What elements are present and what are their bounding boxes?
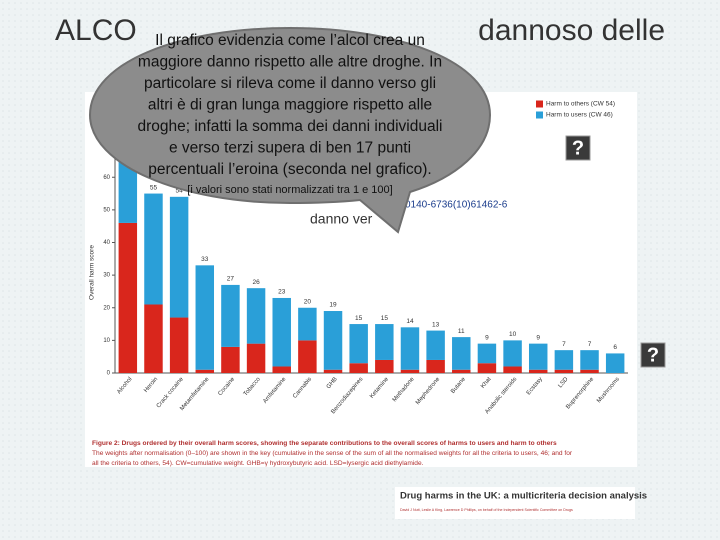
callout-line: Il grafico evidenzia come l’alcol crea u…	[155, 32, 425, 49]
total-label: 15	[355, 315, 363, 322]
bar-segment	[169, 317, 189, 373]
bar-segment	[400, 369, 420, 373]
legend-swatch	[536, 111, 543, 119]
bar-segment	[375, 359, 394, 373]
y-tick-label: 20	[103, 305, 110, 311]
bar-segment	[503, 366, 522, 373]
bar-segment	[298, 307, 317, 341]
help-icon-glyph[interactable]: ?	[572, 137, 584, 159]
callout-note: [i valori sono stati normalizzati tra 1 …	[187, 184, 392, 196]
total-label: 14	[406, 318, 414, 325]
callout-line: maggiore danno rispetto alle altre drogh…	[138, 54, 442, 71]
paper-authors: David J Nutt, Leslie A King, Lawrence D …	[400, 508, 573, 512]
total-label: 26	[252, 279, 260, 286]
total-label: 23	[278, 289, 286, 296]
doi: )S0140-6736(10)61462-6	[395, 200, 508, 211]
total-label: 13	[432, 321, 440, 328]
callout-line: droghe; infatti la somma dei danni indiv…	[137, 118, 442, 135]
total-label: 33	[201, 256, 209, 263]
bar-segment	[246, 343, 266, 373]
total-label: 9	[485, 334, 489, 341]
bar-segment	[195, 369, 215, 373]
bar-segment	[452, 369, 471, 373]
total-label: 7	[562, 341, 566, 348]
paper-title: Drug harms in the UK: a multicriteria de…	[400, 491, 647, 502]
callout-bubble	[88, 26, 492, 234]
y-tick-label: 40	[103, 240, 110, 246]
bar-segment	[298, 340, 317, 373]
total-label: 10	[509, 331, 517, 338]
bar-segment	[554, 350, 574, 370]
callout-line: percentuali l’eroina (seconda nel grafic…	[148, 161, 431, 178]
caption-line: The weights after normalisation (0–100) …	[92, 450, 573, 457]
bar-segment	[477, 343, 497, 364]
bar-segment	[144, 193, 163, 305]
callout-line: altri è di gran lunga maggiore rispetto …	[148, 97, 432, 114]
bar-segment	[221, 346, 240, 373]
bar-segment	[426, 359, 445, 373]
y-tick-label: 30	[103, 273, 110, 279]
bar-segment	[323, 369, 343, 373]
total-label: 7	[588, 341, 592, 348]
bar-segment	[246, 288, 266, 344]
hidden-text: danno ver	[310, 211, 373, 227]
slide-title: ALCO	[55, 14, 137, 47]
total-label: 54	[176, 188, 184, 195]
bar-segment	[452, 337, 471, 370]
total-label: 6	[613, 344, 617, 351]
total-label: 55	[150, 184, 158, 191]
total-label: 11	[458, 328, 465, 335]
bar-segment	[605, 353, 625, 373]
total-label: 27	[227, 276, 235, 283]
legend-label: Harm to users (CW 46)	[546, 112, 613, 119]
legend-swatch	[536, 100, 543, 108]
bar-segment	[144, 304, 163, 373]
bar-segment	[169, 196, 189, 318]
total-label: 15	[381, 315, 389, 322]
bar-segment	[195, 265, 215, 370]
legend-label: Harm to others (CW 54)	[546, 101, 615, 108]
caption-line: all the criteria to others, 54). CW=cumu…	[92, 460, 424, 467]
bar-segment	[528, 343, 548, 370]
bar-segment	[323, 311, 343, 370]
y-tick-label: 50	[103, 207, 110, 213]
bar-segment	[503, 340, 522, 367]
bar-segment	[375, 324, 394, 360]
help-icon[interactable]	[640, 342, 666, 368]
bar-segment	[349, 363, 368, 373]
total-label: 9	[536, 334, 540, 341]
y-tick-label: 60	[103, 175, 110, 181]
bar-segment	[400, 327, 420, 370]
bar-segment	[426, 330, 445, 360]
bar-segment	[528, 369, 548, 373]
bar-segment	[221, 284, 240, 347]
bar-segment	[272, 366, 291, 373]
bar-segment	[580, 369, 599, 373]
y-tick-label: 0	[107, 371, 111, 377]
help-icon-glyph[interactable]: ?	[647, 344, 659, 366]
paper-box	[395, 487, 635, 519]
bar-segment	[554, 369, 574, 373]
y-axis-label: Overall harm score	[89, 245, 96, 300]
total-label: 19	[329, 302, 337, 309]
bar-segment	[580, 350, 599, 370]
bar-segment	[272, 297, 291, 367]
y-tick-label: 10	[103, 338, 110, 344]
callout: Il grafico evidenzia come l’alcol crea u…	[137, 32, 442, 178]
bar-segment	[477, 363, 497, 373]
help-icon[interactable]	[565, 135, 591, 161]
callout-line: e verso terzi supera di ben 17 punti	[169, 140, 411, 157]
slide-title: dannoso delle	[478, 14, 665, 47]
callout-line: particolare si rileva come il danno vers…	[144, 75, 436, 92]
caption-line: Figure 2: Drugs ordered by their overall…	[92, 440, 557, 447]
bar-segment	[118, 222, 138, 373]
total-label: 20	[304, 298, 312, 305]
bar-segment	[349, 324, 368, 364]
